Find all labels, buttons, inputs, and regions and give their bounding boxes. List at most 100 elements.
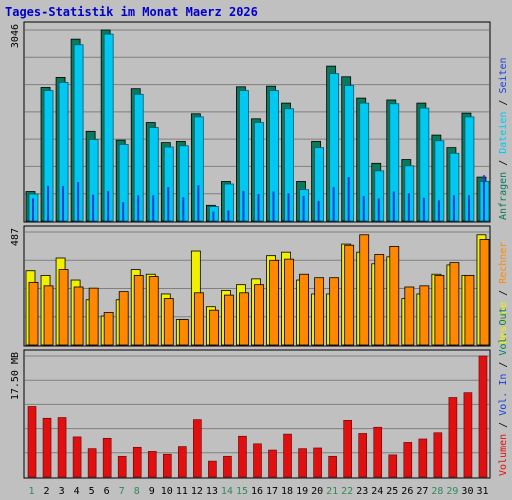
legend-separator: /: [498, 356, 509, 374]
bottom-panel: 17.50 MB Volumen / Vol. In / Vol. Out: [10, 307, 509, 479]
legend-anfragen: Anfragen: [498, 172, 509, 220]
day-label: 21: [326, 486, 338, 497]
bar-volumen: [313, 447, 322, 478]
day-label: 9: [149, 486, 155, 497]
bar-volumen: [328, 455, 337, 478]
middle-panel: 487 Besuche / Rechner: [10, 225, 509, 347]
bar-rechner: [344, 244, 355, 346]
bar-rechner: [163, 298, 174, 346]
bar-rechner: [329, 277, 340, 346]
bar-volumen: [147, 451, 157, 478]
day-label: 31: [476, 486, 488, 497]
bar-volumen: [388, 454, 398, 478]
day-label: 28: [431, 486, 443, 497]
bar-rechner: [269, 259, 279, 346]
day-label: 20: [311, 486, 323, 497]
bar-rechner: [464, 274, 475, 346]
bar-seiten: [62, 185, 65, 221]
bar-volumen: [478, 355, 488, 478]
day-label: 4: [74, 486, 80, 497]
legend-vol-out: Vol. Out: [498, 307, 509, 355]
legend-separator: /: [498, 94, 509, 112]
bar-volumen: [268, 449, 277, 478]
bar-rechner: [374, 254, 385, 346]
bar-volumen: [193, 419, 202, 478]
bar-volumen: [72, 436, 82, 478]
bar-rechner: [419, 285, 430, 346]
bar-seiten: [362, 195, 365, 221]
bar-seiten: [482, 175, 485, 221]
bar-rechner: [449, 262, 460, 346]
bar-seiten: [227, 210, 230, 221]
bar-seiten: [212, 211, 215, 221]
bottom-max-label: 17.50 MB: [10, 352, 21, 400]
bar-volumen: [208, 460, 217, 478]
bar-volumen: [117, 455, 127, 478]
bar-seiten: [467, 195, 470, 221]
day-label: 30: [461, 486, 473, 497]
day-label: 26: [401, 486, 413, 497]
bar-seiten: [392, 191, 395, 221]
bar-volumen: [102, 437, 112, 478]
bar-volumen: [358, 433, 368, 478]
bar-seiten: [242, 190, 245, 221]
bar-rechner: [389, 245, 400, 346]
bar-volumen: [132, 446, 142, 478]
bar-rechner: [148, 276, 159, 346]
bar-rechner: [254, 284, 264, 346]
bar-rechner: [224, 294, 234, 346]
bar-rechner: [299, 273, 309, 346]
bar-seiten: [107, 190, 110, 221]
legend-separator: /: [498, 284, 509, 302]
bar-volumen: [448, 397, 458, 478]
bar-volumen: [27, 406, 37, 478]
bar-seiten: [437, 200, 440, 221]
day-label: 14: [221, 486, 233, 497]
legend-volumen: Volumen: [498, 434, 509, 476]
bar-rechner: [404, 286, 415, 346]
bar-seiten: [182, 197, 185, 221]
bar-rechner: [208, 309, 219, 346]
legend-dateien: Dateien: [498, 112, 509, 154]
bar-seiten: [272, 191, 275, 221]
bar-rechner: [133, 274, 144, 346]
bar-seiten: [287, 193, 290, 221]
bar-seiten: [347, 177, 350, 221]
legend-vol-in: Vol. In: [498, 374, 509, 416]
day-label: 22: [341, 486, 353, 497]
day-label: 24: [371, 486, 383, 497]
day-label: 16: [251, 486, 263, 497]
bar-seiten: [77, 182, 80, 221]
day-label: 25: [386, 486, 398, 497]
bar-seiten: [332, 187, 335, 221]
day-label: 3: [59, 486, 65, 497]
day-axis-labels: 1 2 3 4 5 6 7 8 9 10 11 12 13 14 15 16 17 18 19 20 21 22 23 24 2…: [29, 486, 489, 497]
bar-volumen: [343, 420, 352, 478]
bar-volumen: [223, 455, 232, 478]
bar-rechner: [359, 234, 370, 346]
bar-rechner: [58, 269, 69, 346]
bar-volumen: [373, 426, 383, 478]
day-label: 12: [191, 486, 203, 497]
bar-volumen: [253, 443, 262, 478]
legend-rechner: Rechner: [498, 242, 509, 284]
bar-seiten: [137, 195, 140, 221]
top-legend: Anfragen / Dateien / Seiten: [498, 57, 509, 220]
legend-separator: /: [498, 416, 509, 434]
bar-seiten: [167, 187, 170, 221]
bar-rechner: [284, 258, 294, 346]
bar-volumen: [463, 392, 473, 478]
bar-volumen: [42, 417, 52, 478]
bar-rechner: [178, 319, 189, 346]
bottom-legend: Volumen / Vol. In / Vol. Out: [498, 307, 509, 476]
bar-rechner: [73, 286, 84, 346]
bar-volumen: [298, 448, 307, 478]
bar-seiten: [92, 194, 95, 221]
day-label: 27: [416, 486, 428, 497]
day-label: 18: [281, 486, 293, 497]
day-label: 5: [89, 486, 95, 497]
middle-max-label: 487: [10, 228, 21, 246]
bar-volumen: [178, 446, 187, 478]
day-label: 17: [266, 486, 278, 497]
